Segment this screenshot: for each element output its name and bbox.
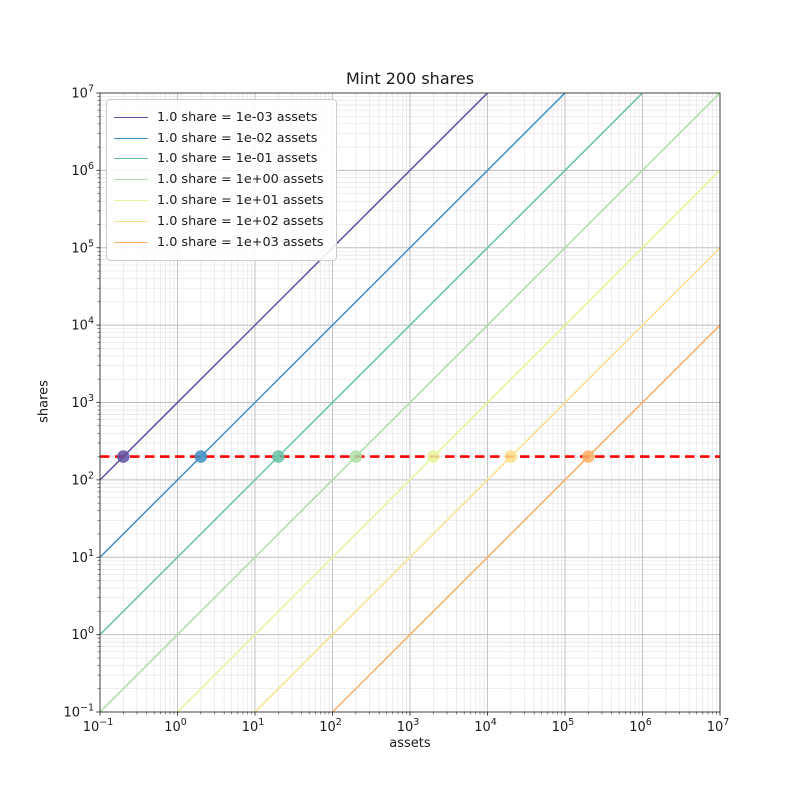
legend-label: 1.0 share = 1e+02 assets [157,213,324,229]
marker-point-1 [194,450,208,463]
legend-box: 1.0 share = 1e-03 assets 1.0 share = 1e-0… [106,99,337,261]
marker-point-6 [582,450,595,463]
legend-line-swatch [114,158,148,160]
legend-label: 1.0 share = 1e-03 assets [157,109,318,125]
series-line-1 [99,92,566,558]
legend-item-0: 1.0 share = 1e-03 assets [114,107,324,128]
ticks [96,92,721,716]
series-line-3 [99,92,721,713]
x-tick-label: 105 [552,717,575,735]
legend-line-swatch [114,137,148,139]
legend-item-4: 1.0 share = 1e+01 assets [114,190,324,211]
legend-label: 1.0 share = 1e-01 assets [157,151,318,167]
x-tick-label: 102 [319,717,342,735]
legend-item-5: 1.0 share = 1e+02 assets [114,211,324,232]
legend-item-1: 1.0 share = 1e-02 assets [114,128,324,149]
marker-point-2 [272,450,285,463]
intersection-markers [117,450,595,463]
legend-item-6: 1.0 share = 1e+03 assets [114,232,324,253]
x-tick-label: 101 [242,717,265,735]
y-tick-label: 107 [71,84,94,102]
marker-point-5 [504,450,518,463]
x-tick-label: 104 [474,717,497,735]
x-tick-label: 106 [629,717,652,735]
marker-point-0 [117,450,130,463]
series-line-4 [176,169,721,713]
legend-line-swatch [114,116,148,118]
legend-label: 1.0 share = 1e+00 assets [157,172,324,188]
x-tick-label: 10−1 [83,717,114,735]
y-tick-label: 103 [71,393,94,411]
series-line-2 [99,92,644,636]
x-tick-label: 100 [164,717,187,735]
y-tick-label: 106 [71,161,94,179]
y-tick-label: 10−1 [63,703,94,721]
tick-labels: 10−1 100 101 102 103 104 105 106 107 10−1 100 101 10… [63,84,729,736]
series-line-0 [99,92,489,481]
series-line-5 [254,247,721,713]
y-tick-label: 100 [71,625,94,643]
legend-item-3: 1.0 share = 1e+00 assets [114,169,324,190]
legend-line-swatch [114,200,148,202]
y-tick-label: 104 [71,316,94,334]
x-tick-label: 107 [707,717,730,735]
y-axis-label: shares [36,380,52,423]
legend-item-2: 1.0 share = 1e-01 assets [114,149,324,170]
x-axis-label: assets [389,736,431,751]
marker-point-3 [349,450,363,463]
legend-label: 1.0 share = 1e-02 assets [157,130,318,146]
legend-line-swatch [114,241,148,243]
legend-label: 1.0 share = 1e+03 assets [157,234,324,250]
marker-point-4 [427,450,440,463]
y-tick-label: 101 [71,548,94,566]
chart-title: Mint 200 shares [345,69,475,88]
legend-label: 1.0 share = 1e+01 assets [157,193,324,209]
legend-line-swatch [114,220,148,222]
y-tick-label: 102 [71,470,94,488]
y-tick-label: 105 [71,238,94,256]
series-lines [99,92,721,713]
legend-line-swatch [114,179,148,181]
series-line-6 [331,324,721,713]
x-tick-label: 103 [397,717,420,735]
